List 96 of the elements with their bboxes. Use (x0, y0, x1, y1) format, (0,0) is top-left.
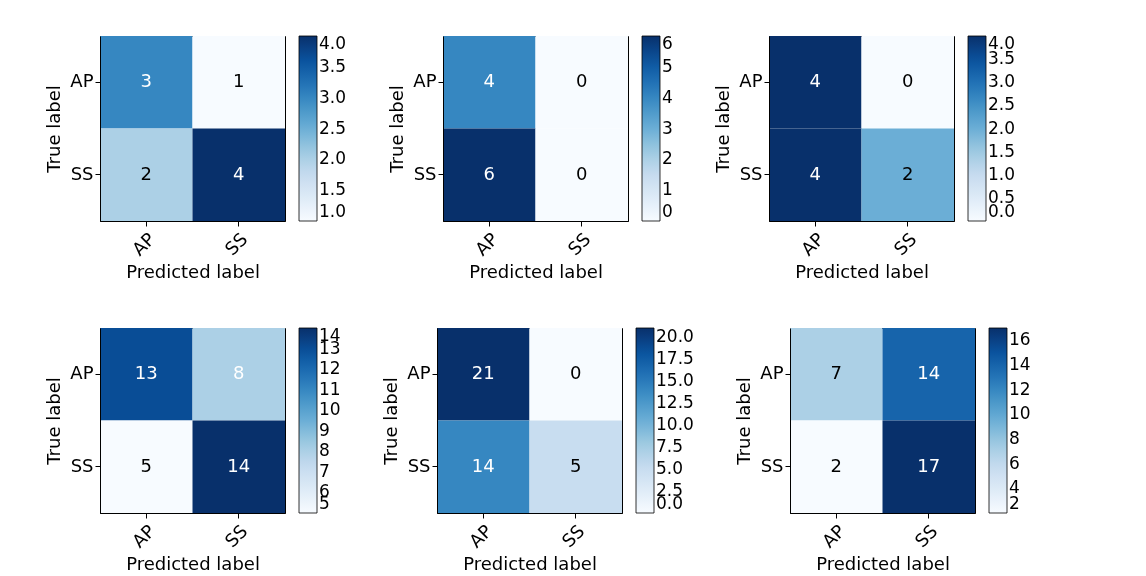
x-tick-label: SS (889, 228, 921, 260)
color-bar-label: 12.5 (656, 391, 694, 412)
x-axis-title: Predicted label (126, 552, 260, 574)
y-tick-label: SS (70, 454, 94, 476)
data-label: 2 (140, 162, 152, 184)
data-label: 4 (483, 70, 495, 92)
color-bar-label: 7 (319, 460, 330, 481)
color-bar-label: 3 (662, 117, 673, 138)
x-axis-title: Predicted label (795, 260, 929, 282)
x-axis-title: Predicted label (469, 260, 603, 282)
y-axis-title: True label (712, 85, 734, 174)
data-label: 2 (902, 162, 914, 184)
y-axis-title: True label (43, 377, 65, 466)
color-bar-label: 12 (1009, 378, 1031, 399)
color-bar-label: 5.0 (656, 457, 684, 478)
color-bar-label: 4 (662, 86, 673, 107)
color-bar-label: 10.0 (656, 413, 694, 434)
color-bar-label: 20.0 (656, 325, 694, 346)
x-tick-label: SS (557, 520, 589, 552)
color-bar-label: 17.5 (656, 347, 694, 368)
x-tick-label: SS (910, 520, 942, 552)
x-tick-label: AP (127, 228, 160, 260)
x-tick-label: AP (127, 520, 160, 552)
data-label: 13 (134, 362, 158, 384)
x-tick-label: SS (563, 228, 595, 260)
color-bar-label: 6 (662, 33, 673, 53)
color-bar-label: 10 (1009, 403, 1031, 424)
x-tick-label: AP (817, 520, 850, 552)
color-bar-label: 2.0 (319, 148, 347, 169)
y-tick-label: SS (70, 162, 94, 184)
data-label: 4 (809, 162, 821, 184)
data-label: 0 (576, 70, 588, 92)
color-bar-label: 1 (662, 179, 673, 200)
x-tick-label: SS (220, 228, 252, 260)
color-bar-label: 10 (319, 399, 341, 420)
data-label: 21 (471, 362, 495, 384)
y-tick-label: SS (413, 162, 437, 184)
data-label: 1 (233, 70, 245, 92)
color-bar-label: 5 (662, 55, 673, 76)
color-bar-label: 2.0 (988, 117, 1016, 138)
y-tick-label: AP (70, 362, 94, 384)
color-bar-label: 9 (319, 419, 330, 440)
color-bar-label: 15.0 (656, 369, 694, 390)
data-label: 14 (471, 454, 495, 476)
data-label: 17 (917, 454, 941, 476)
x-tick-label: AP (464, 520, 497, 552)
y-tick-label: AP (413, 70, 437, 92)
data-label: 4 (233, 162, 245, 184)
x-axis-title: Predicted label (816, 552, 950, 574)
color-bar-label: 4.0 (319, 33, 347, 53)
color-bar-label: 1.0 (319, 201, 347, 221)
y-axis-title: True label (380, 377, 402, 466)
x-axis-title: Predicted label (126, 260, 260, 282)
y-tick-label: AP (407, 362, 431, 384)
color-bar-label: 12 (319, 358, 341, 379)
x-tick-label: AP (796, 228, 829, 260)
color-bar-label: 14 (1009, 354, 1031, 374)
x-tick-label: AP (470, 228, 503, 260)
color-bar-label: 3.5 (319, 55, 347, 76)
data-label: 14 (917, 362, 941, 384)
color-bar-label: 6 (1009, 452, 1020, 473)
data-label: 5 (140, 454, 152, 476)
color-bar-label: 8 (1009, 428, 1020, 448)
color-bar-label: 7.5 (656, 435, 684, 456)
data-label: 7 (830, 362, 842, 384)
color-bar-label: 2 (1009, 493, 1020, 513)
data-label: 14 (227, 454, 251, 476)
data-label: 0 (902, 70, 914, 92)
y-axis-title: True label (733, 377, 755, 466)
color-bar-label: 16 (1009, 329, 1031, 350)
data-label: 0 (570, 362, 582, 384)
data-label: 3 (140, 70, 152, 92)
color-bar-label: 2.5 (988, 94, 1016, 115)
color-bar-label: 1.0 (988, 163, 1016, 184)
color-bar-label: 11 (319, 378, 341, 399)
color-bar-label: 1.5 (988, 140, 1016, 161)
y-axis-title: True label (43, 85, 65, 174)
color-bar-label: 2.5 (319, 117, 347, 138)
data-label: 8 (233, 362, 245, 384)
data-label: 5 (570, 454, 582, 476)
x-axis-title: Predicted label (463, 552, 597, 574)
x-tick-label: SS (220, 520, 252, 552)
y-tick-label: SS (407, 454, 431, 476)
color-bar-label: 3.5 (988, 48, 1016, 69)
color-bar-label: 0 (662, 201, 673, 221)
y-axis-title: True label (386, 85, 408, 174)
data-label: 4 (809, 70, 821, 92)
color-bar-label: 3.0 (319, 86, 347, 107)
color-bar-label: 3.0 (988, 71, 1016, 92)
data-label: 0 (576, 162, 588, 184)
data-label: 2 (830, 454, 842, 476)
data-label: 6 (483, 162, 495, 184)
color-bar-label: 8 (319, 440, 330, 461)
y-tick-label: AP (70, 70, 94, 92)
color-bar-label: 1.5 (319, 179, 347, 200)
color-bar-label: 2 (662, 148, 673, 169)
